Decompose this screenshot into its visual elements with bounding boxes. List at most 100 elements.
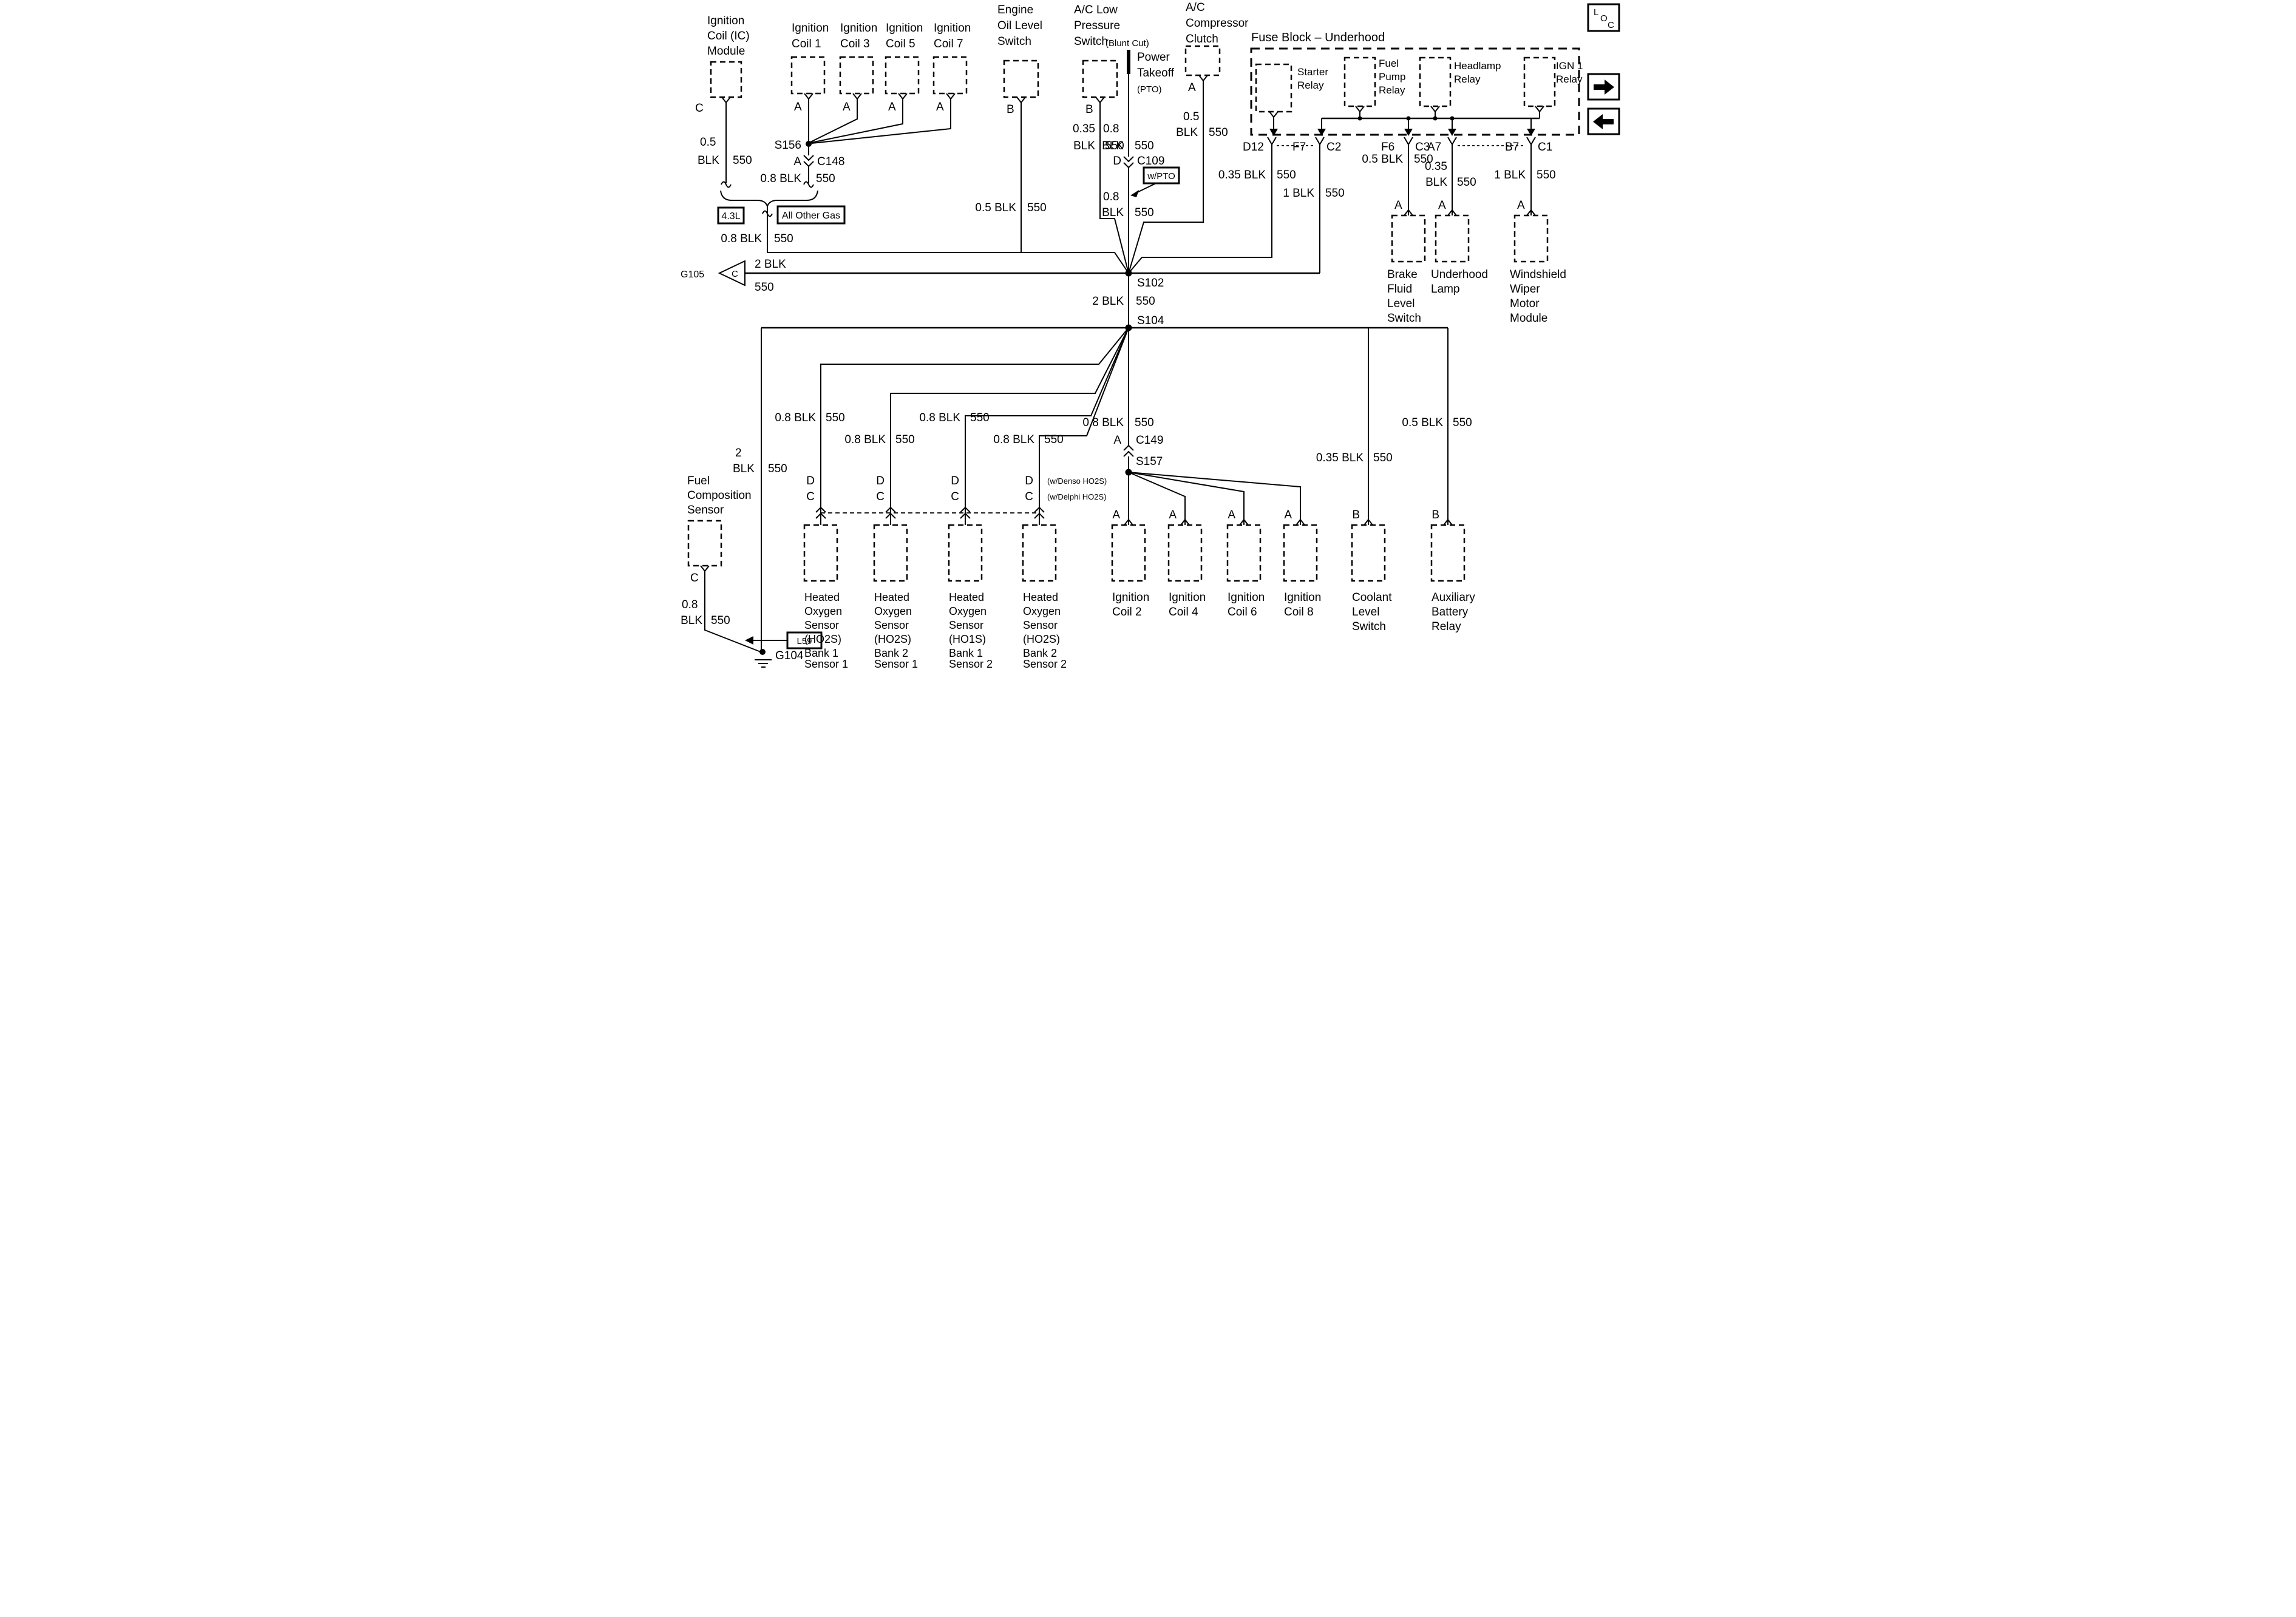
ic-name3: Module bbox=[707, 45, 745, 58]
coil7-pin: A bbox=[936, 101, 944, 114]
brace bbox=[720, 190, 818, 209]
headlamp-relay-name: Headlamp bbox=[1454, 60, 1501, 72]
wl-a7-b: BLK bbox=[1425, 176, 1447, 189]
clutch-pin-chevron bbox=[1198, 75, 1208, 82]
wl-fuel-b: BLK bbox=[681, 614, 702, 627]
wl-gnd-a: 2 bbox=[735, 447, 742, 459]
coil4-pin-chevron bbox=[1180, 518, 1190, 526]
b7c1-bus-arrowhead bbox=[1527, 129, 1535, 136]
wpto-box bbox=[1143, 166, 1180, 185]
wl-brace-a: 0.8 BLK bbox=[721, 232, 762, 245]
ho2s4-name4: (HO2S) bbox=[1023, 633, 1060, 645]
coil2-name2: Coil 2 bbox=[1112, 606, 1142, 619]
prev-page-button[interactable] bbox=[1587, 107, 1620, 135]
ign1-relay-box bbox=[1523, 56, 1556, 107]
wiring-diagram-page: Ignition Coil (IC) Module C 0.5 BLK 550 … bbox=[672, 0, 1624, 670]
ho2s4-pin-chevrons bbox=[1034, 506, 1045, 519]
ho2s3-pin-c: C bbox=[951, 490, 959, 503]
wl-pto1-c: 550 bbox=[1135, 140, 1154, 152]
coil7-name: Ignition bbox=[934, 22, 971, 35]
pto-name: Power bbox=[1137, 51, 1170, 64]
delphi-note: (w/Delphi HO2S) bbox=[1047, 492, 1107, 501]
splice-s104-dot bbox=[1125, 324, 1132, 331]
wl-gnd-b: BLK bbox=[733, 463, 755, 475]
wl-o4-a: 0.8 BLK bbox=[993, 433, 1034, 446]
wl-cool-a: 0.35 BLK bbox=[1316, 452, 1364, 464]
wl-aclow-c: 550 bbox=[1105, 140, 1124, 152]
coil6-pin: A bbox=[1228, 509, 1235, 521]
coil8-name: Ignition bbox=[1284, 591, 1321, 604]
brake-name2: Fluid bbox=[1387, 283, 1412, 296]
f6c3-bus-arrowhead bbox=[1404, 129, 1413, 136]
brake-pin: A bbox=[1394, 199, 1402, 212]
wl-ic-c: 550 bbox=[733, 154, 752, 167]
coil5-box bbox=[885, 56, 920, 95]
ic-pin-chevron bbox=[721, 97, 731, 104]
coil6-box bbox=[1226, 524, 1262, 582]
wires bbox=[704, 74, 1532, 653]
option-43l: 4.3L bbox=[721, 211, 740, 222]
wire-coil6 bbox=[1128, 472, 1245, 525]
option-aog-box bbox=[776, 205, 846, 225]
ho2s4-name5: Bank 2 bbox=[1023, 647, 1057, 659]
ho2s2-name6: Sensor 1 bbox=[874, 658, 918, 670]
blunt-cut-stub bbox=[1127, 50, 1130, 74]
wl-brace-c: 550 bbox=[774, 232, 793, 245]
clutch-name: A/C bbox=[1186, 1, 1205, 14]
pin-f7: F7 bbox=[1292, 141, 1306, 154]
wl-pto2-c: 550 bbox=[1135, 206, 1154, 219]
ho2s3-pin-d: D bbox=[951, 475, 959, 487]
wiper-pin: A bbox=[1517, 199, 1525, 212]
coil6-name: Ignition bbox=[1228, 591, 1265, 604]
next-page-button[interactable] bbox=[1587, 73, 1620, 101]
coil4-box bbox=[1167, 524, 1203, 582]
wire-coil3 bbox=[810, 99, 858, 143]
wl-pto2-a: 0.8 bbox=[1103, 191, 1119, 203]
coil2-box bbox=[1111, 524, 1146, 582]
ho2s2-pin-d: D bbox=[876, 475, 885, 487]
wl-o3-c: 550 bbox=[970, 412, 990, 424]
ho2s1-name6: Sensor 1 bbox=[804, 658, 848, 670]
wl-d12-c: 550 bbox=[1277, 169, 1296, 181]
brake-box bbox=[1391, 214, 1426, 263]
aux-box bbox=[1430, 524, 1466, 582]
loc-button[interactable] bbox=[1587, 3, 1620, 32]
wl-s156-a: 0.8 BLK bbox=[760, 172, 801, 185]
f7c2-chevron bbox=[1315, 137, 1325, 146]
wire-43l-bus bbox=[767, 206, 1129, 274]
wl-fuel-c: 550 bbox=[711, 614, 730, 627]
pin-c2: C2 bbox=[1326, 141, 1341, 154]
wl-s102-a: 2 BLK bbox=[1092, 295, 1124, 308]
engine-oil-name3: Switch bbox=[997, 35, 1031, 48]
pto-sub: (PTO) bbox=[1137, 84, 1162, 95]
fuel-pin-chevron bbox=[700, 565, 710, 572]
ic-name2: Coil (IC) bbox=[707, 30, 750, 42]
fuel-name: Fuel bbox=[687, 475, 710, 487]
wire-ho2s1 bbox=[820, 327, 1129, 525]
wl-f6c3-c: 550 bbox=[1414, 153, 1433, 166]
wpto-arrowhead bbox=[1130, 190, 1139, 197]
aux-pin-chevron bbox=[1443, 518, 1453, 526]
wl-o2-c: 550 bbox=[895, 433, 915, 446]
wl-g105-c: 550 bbox=[755, 281, 774, 294]
coil8-pin-chevron bbox=[1296, 518, 1305, 526]
starter-arrowhead bbox=[1269, 129, 1278, 136]
wl-d12-a: 0.35 BLK bbox=[1218, 169, 1266, 181]
c149-label: C149 bbox=[1136, 434, 1163, 447]
nav-buttons: L O C bbox=[1587, 3, 1620, 135]
wl-o2-a: 0.8 BLK bbox=[844, 433, 886, 446]
c109-connector-chevrons bbox=[1123, 156, 1134, 169]
wiper-pin-chevron bbox=[1526, 209, 1536, 216]
c149-connector-chevrons bbox=[1123, 444, 1134, 457]
clutch-name3: Clutch bbox=[1186, 33, 1218, 46]
ic-module-box bbox=[710, 61, 742, 98]
ho2s4-box bbox=[1022, 524, 1057, 582]
ho2s1-box bbox=[803, 524, 838, 582]
c148-label: C148 bbox=[817, 155, 844, 168]
pin-c1: C1 bbox=[1538, 141, 1552, 154]
ho2s3-name: Heated bbox=[949, 591, 984, 603]
coil8-pin: A bbox=[1284, 509, 1292, 521]
fuse-block-box bbox=[1250, 47, 1580, 136]
ac-low-pin-chevron bbox=[1095, 97, 1105, 104]
ac-low-name3: Switch bbox=[1074, 35, 1108, 48]
